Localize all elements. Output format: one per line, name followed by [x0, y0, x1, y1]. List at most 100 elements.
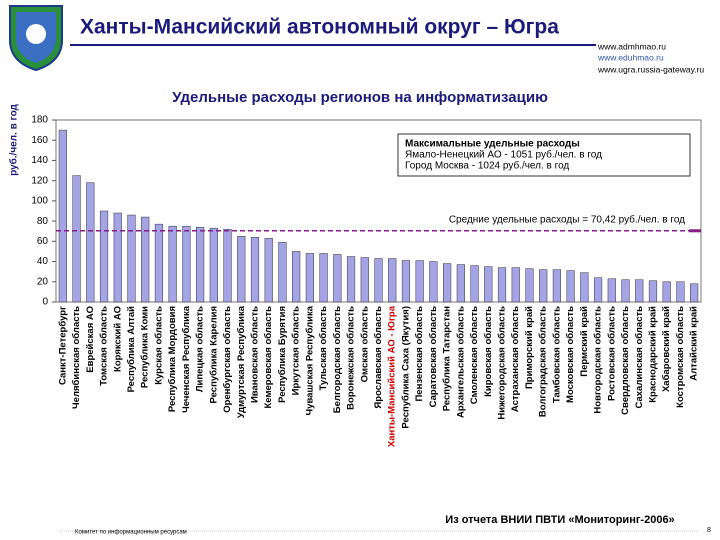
bar [443, 263, 452, 303]
bar [346, 256, 356, 303]
x-tick-label: Пензенская область [414, 306, 425, 402]
x-tick-label: Челябинская область [71, 306, 82, 409]
x-tick-label: Саратовская область [428, 306, 439, 407]
x-tick-label: Корякский АО [112, 306, 123, 372]
bar [676, 281, 685, 303]
x-tick-label: Белгородская область [332, 306, 343, 413]
org: Комитет по информационным ресурсам [75, 530, 187, 536]
slide-title: Ханты-Мансийский автономный округ – Югра [80, 16, 559, 39]
bar [484, 266, 493, 303]
x-tick-label: Хабаровский край [661, 306, 672, 392]
bar [209, 227, 218, 303]
x-tick-label: Республика Бурятия [277, 306, 288, 403]
bar [662, 281, 671, 303]
x-tick-label: Республика Алтай [126, 306, 137, 393]
x-tick-label: Удмуртская Республика [236, 305, 247, 418]
x-tick-label: Смоленская область [469, 306, 480, 404]
link: www.eduhmao.ru [597, 52, 664, 62]
bar [580, 272, 589, 303]
bar [607, 278, 616, 303]
note-box [397, 133, 691, 177]
bar [648, 280, 658, 303]
bar [539, 269, 548, 303]
x-tick-label: Омская область [359, 306, 370, 382]
bar [86, 182, 95, 303]
x-tick-label: Курская область [153, 306, 164, 385]
bar [250, 237, 260, 303]
x-tick-label: Республика Мордовия [167, 306, 178, 412]
x-tick-label: Тамбовская область [551, 306, 562, 403]
bar [360, 257, 369, 303]
bar [566, 270, 575, 303]
bar [305, 253, 314, 303]
bar [511, 267, 520, 303]
bar [388, 258, 397, 303]
y-tick-label: 20 [37, 276, 49, 287]
bar [333, 254, 342, 303]
bar [374, 258, 383, 303]
note-line: Город Москва - 1024 руб./чел. в год [405, 160, 569, 172]
x-tick-label: Томская область [99, 306, 110, 386]
bar [456, 264, 465, 303]
bar [415, 260, 424, 303]
x-tick-label: Санкт-Петербург [57, 306, 68, 385]
x-tick-label: Воронежская область [346, 306, 357, 410]
note-line: Максимальные удельные расходы [405, 139, 580, 150]
y-tick-label: 60 [37, 236, 49, 247]
bar [470, 265, 479, 303]
y-tick-label: 120 [31, 175, 48, 186]
chart-title: Удельные расходы регионов на информатиза… [172, 89, 548, 106]
bar [264, 238, 273, 303]
bar [552, 269, 561, 303]
x-tick-label: Оренбургская область [222, 306, 233, 413]
y-tick-label: 100 [31, 196, 48, 207]
x-tick-label: Приморский край [524, 306, 535, 389]
bar [593, 277, 603, 303]
link: www.admhmao.ru [597, 41, 666, 51]
x-tick-label: Чеченская Республика [181, 305, 192, 413]
x-tick-label: Ивановская область [250, 306, 261, 403]
x-tick-label: Волгоградская область [538, 306, 549, 417]
bar [690, 283, 699, 303]
x-tick-label: Республика Саха (Якутия) [400, 306, 411, 429]
x-tick-label: Иркутская область [291, 306, 302, 396]
x-tick-label: Республика Коми [140, 306, 151, 388]
bar [154, 223, 164, 303]
y-tick-label: 180 [31, 115, 48, 126]
bar [127, 214, 136, 303]
x-tick-label: Ханты-Мансийский АО - Югра [387, 305, 398, 447]
x-tick-label: Новгородская область [593, 306, 604, 414]
bar [168, 225, 177, 303]
x-tick-label: Чувашская Республика [304, 305, 315, 415]
x-tick-label: Республика Карелия [208, 306, 219, 403]
bar [292, 251, 301, 303]
bar [99, 210, 109, 303]
x-tick-label: Сахалинская область [634, 306, 645, 409]
x-tick-label: Алтайский край [689, 306, 700, 381]
note-line: Ямало-Ненецкий АО - 1051 руб./чел. в год [405, 149, 602, 161]
x-tick-label: Пермский край [579, 306, 590, 377]
y-tick-label: 140 [31, 155, 48, 166]
x-tick-label: Липецкая область [195, 306, 206, 392]
bar [196, 226, 205, 303]
page-number: 8 [707, 527, 711, 534]
bar [113, 212, 122, 303]
x-tick-label: Тульская область [318, 306, 329, 391]
x-tick-label: Ростовская область [606, 306, 617, 401]
x-tick-label: Костромская область [675, 306, 686, 408]
logo [9, 5, 63, 72]
bar [58, 129, 67, 303]
link: www.ugra.russia-gateway.ru [597, 64, 704, 74]
x-tick-label: Краснодарский край [647, 306, 658, 403]
bar [223, 228, 232, 303]
bar [429, 261, 438, 303]
x-tick-label: Кировская область [483, 306, 494, 397]
x-tick-label: Кемеровская область [263, 306, 274, 409]
bar [237, 236, 246, 303]
bar [621, 279, 630, 303]
average-label-box [390, 212, 690, 226]
bar [72, 175, 81, 303]
bar [401, 260, 411, 303]
bar [497, 267, 507, 303]
